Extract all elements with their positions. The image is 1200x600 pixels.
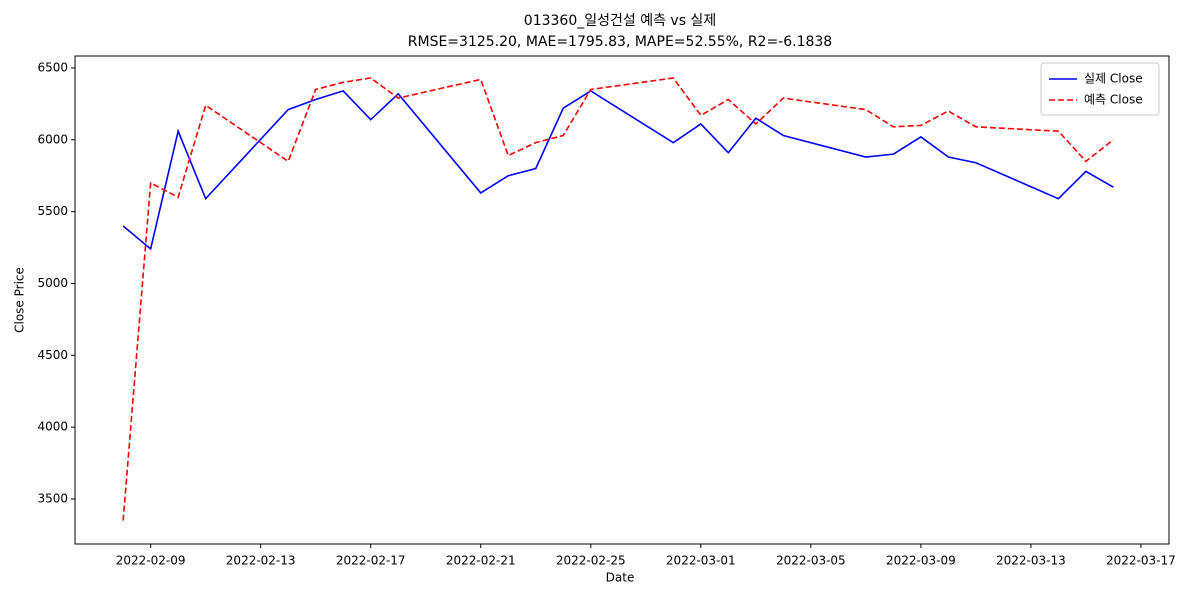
plot-area xyxy=(74,55,1170,545)
y-tick-label: 4000 xyxy=(37,420,68,434)
x-tick-label: 2022-02-21 xyxy=(446,554,516,568)
data-line xyxy=(122,89,1114,251)
x-tick-label: 2022-03-13 xyxy=(996,554,1066,568)
y-axis-label: Close Price xyxy=(13,267,27,333)
x-tick-label: 2022-03-17 xyxy=(1106,554,1176,568)
chart-subtitle: RMSE=3125.20, MAE=1795.83, MAPE=52.55%, … xyxy=(408,34,832,50)
y-tick-label: 6500 xyxy=(37,60,68,74)
legend-box xyxy=(1040,62,1160,116)
x-tick-label: 2022-02-25 xyxy=(556,554,626,568)
x-tick-label: 2022-03-05 xyxy=(776,554,846,568)
y-tick-label: 4500 xyxy=(37,348,68,362)
chart-title: 013360_일성건설 예측 vs 실제 xyxy=(524,13,716,29)
x-axis-label: Date xyxy=(606,571,635,585)
x-tick-label: 2022-03-09 xyxy=(886,554,956,568)
legend-label: 예측 Close xyxy=(1084,93,1143,107)
y-tick-label: 3500 xyxy=(37,492,68,506)
x-tick-label: 2022-03-01 xyxy=(666,554,736,568)
x-tick-label: 2022-02-09 xyxy=(116,554,186,568)
x-tick-label: 2022-02-13 xyxy=(226,554,296,568)
y-tick-label: 5500 xyxy=(37,204,68,218)
y-tick-label: 6000 xyxy=(37,132,68,146)
legend-label: 실제 Close xyxy=(1084,72,1143,86)
y-tick-label: 5000 xyxy=(37,276,68,290)
x-tick-label: 2022-02-17 xyxy=(336,554,406,568)
data-line xyxy=(122,77,1114,521)
